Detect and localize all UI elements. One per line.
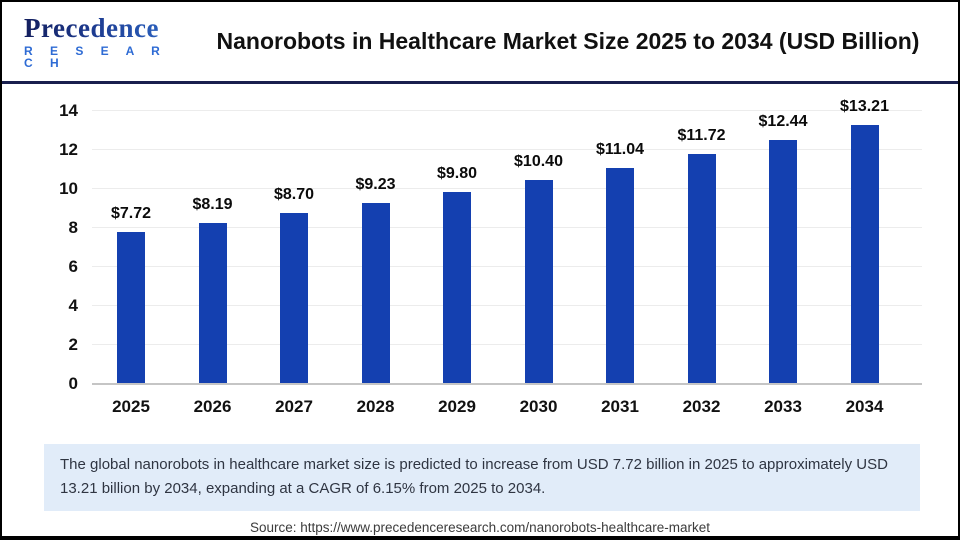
bar-2032 xyxy=(687,154,716,383)
y-axis-tick-12: 12 xyxy=(59,140,78,159)
gridline-14 xyxy=(92,110,922,111)
x-axis-tick-2031: 2031 xyxy=(601,397,639,416)
x-axis-tick-2030: 2030 xyxy=(519,397,558,416)
bar-value-label-2028: $9.23 xyxy=(355,176,396,193)
bar-value-label-2027: $8.70 xyxy=(273,186,315,204)
bar-2025 xyxy=(117,232,145,383)
bar-chart: 0 2 4 6 8 10 12 14 $7.72 2025 $8.19 2026 $8.70 2027 $9… xyxy=(2,84,958,428)
y-axis-tick-0: 0 xyxy=(68,374,78,393)
bar-value-label-2034: $13.21 xyxy=(840,98,889,116)
bar-2026 xyxy=(198,223,227,383)
bar-value-label-2025: $7.72 xyxy=(110,205,152,223)
logo-subtitle: R E S E A R C H xyxy=(24,43,167,70)
bar-2031 xyxy=(606,167,634,383)
bar-2033 xyxy=(769,140,797,383)
y-axis-tick-6: 6 xyxy=(68,257,78,276)
y-axis-tick-4: 4 xyxy=(68,296,78,315)
gridline-6 xyxy=(92,266,922,267)
x-axis-tick-2033: 2033 xyxy=(764,397,802,416)
x-axis-tick-2032: 2032 xyxy=(682,397,721,416)
logo-wordmark: Precedence xyxy=(24,14,192,42)
gridline-10 xyxy=(92,188,922,189)
x-axis-line xyxy=(92,383,922,385)
bar-value-label-2031: $11.04 xyxy=(595,140,645,158)
x-axis-tick-2026: 2026 xyxy=(193,397,232,416)
x-axis-tick-2029: 2029 xyxy=(438,397,476,416)
chart-title: Nanorobots in Healthcare Market Size 202… xyxy=(216,28,920,54)
gridline-4 xyxy=(92,305,922,306)
bar-value-label-2033: $12.44 xyxy=(758,113,808,131)
bar-value-label-2029: $9.80 xyxy=(436,164,478,182)
y-axis-tick-10: 10 xyxy=(59,179,78,198)
bar-value-label-2030: $10.40 xyxy=(514,153,563,171)
x-axis-tick-2028: 2028 xyxy=(356,397,395,416)
bar-2027 xyxy=(280,213,308,383)
y-axis-tick-14: 14 xyxy=(59,101,78,120)
bar-value-label-2026: $8.19 xyxy=(192,196,233,214)
bar-2029 xyxy=(443,191,471,383)
bar-2028 xyxy=(361,203,390,383)
bar-2034 xyxy=(850,125,879,383)
bar-2030 xyxy=(524,180,553,383)
y-axis-tick-2: 2 xyxy=(68,335,78,354)
gridline-8 xyxy=(92,227,922,228)
precedence-research-logo: Precedence R E S E A R C H xyxy=(2,14,192,70)
header: Precedence R E S E A R C H Nanorobots in… xyxy=(2,2,958,84)
summary-note: The global nanorobots in healthcare mark… xyxy=(44,444,920,511)
gridline-12 xyxy=(92,149,922,150)
x-axis-tick-2027: 2027 xyxy=(275,397,313,416)
y-axis-tick-8: 8 xyxy=(68,218,78,237)
x-axis-tick-2025: 2025 xyxy=(112,397,150,416)
source-line: Source: https://www.precedenceresearch.c… xyxy=(250,520,710,535)
gridline-2 xyxy=(92,344,922,345)
bar-value-label-2032: $11.72 xyxy=(677,127,726,145)
x-axis-tick-2034: 2034 xyxy=(845,397,884,416)
